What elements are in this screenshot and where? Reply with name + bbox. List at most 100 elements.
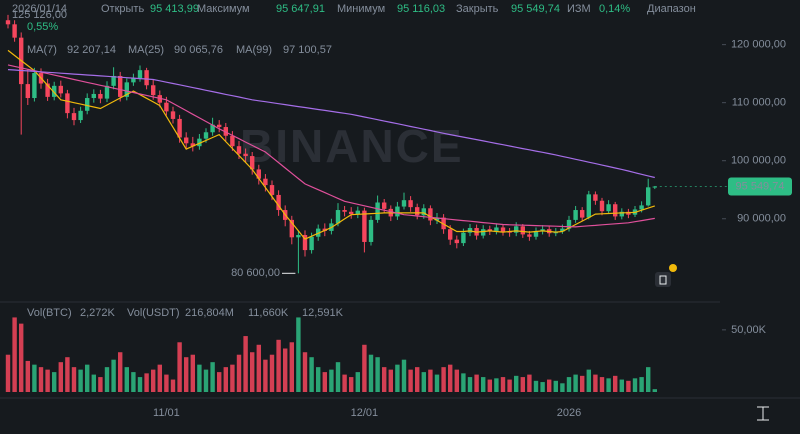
volume-bar	[19, 323, 24, 392]
volume-bar	[170, 379, 176, 392]
volume-bar	[197, 364, 202, 392]
volume-bar	[619, 379, 624, 392]
volume-bar	[593, 374, 598, 392]
volume-bar	[32, 364, 37, 392]
candle-body	[118, 75, 123, 97]
volume-bar	[157, 364, 162, 392]
candle-body	[335, 210, 341, 224]
candle-body	[434, 217, 440, 221]
candle-body	[217, 124, 222, 128]
candle-body	[104, 85, 110, 99]
volume-bar	[632, 378, 638, 392]
candle-body	[137, 70, 143, 79]
field-label: Максимум	[197, 3, 250, 15]
y-tick-label: 110 000,00	[732, 97, 786, 109]
candle-body	[613, 204, 618, 217]
candle-body	[646, 187, 651, 206]
volume-bar	[250, 352, 255, 392]
volume-bar	[223, 367, 228, 392]
candle-body	[250, 156, 255, 170]
volume-bar	[58, 362, 63, 392]
candle-body	[230, 135, 235, 147]
volume-bar	[118, 352, 123, 392]
legend-value: 90 065,76	[174, 44, 223, 56]
candle-body	[500, 227, 506, 232]
x-tick-label: 12/01	[351, 407, 379, 419]
volume-bar	[500, 377, 506, 392]
volume-bar	[276, 339, 281, 392]
candle-body	[151, 85, 156, 96]
volume-bar	[547, 379, 552, 392]
volume-bar	[401, 359, 407, 392]
volume-bar	[203, 369, 209, 392]
axis-toggle[interactable]	[757, 406, 769, 421]
field-label: Диапазон	[647, 3, 696, 15]
candle-body	[91, 93, 96, 99]
volume-bar	[533, 380, 539, 392]
volume-bar	[78, 369, 83, 392]
ma-line	[7, 64, 655, 228]
volume-bar	[428, 369, 433, 392]
candle-body	[32, 73, 37, 99]
volume-bar	[599, 377, 605, 392]
candle-body	[355, 210, 360, 215]
volume-bar	[5, 354, 11, 392]
volume-bar	[12, 317, 17, 392]
volume-bar	[230, 364, 235, 392]
volume-bar	[71, 367, 77, 392]
candle-body	[619, 211, 624, 217]
candle-body	[45, 83, 50, 97]
volume-bar	[481, 377, 486, 392]
candle-body	[177, 118, 182, 138]
candle-body	[190, 143, 195, 147]
candle-body	[85, 98, 90, 111]
volume-bar	[415, 367, 420, 392]
field-value: 0,55%	[27, 21, 58, 33]
candle-body	[263, 178, 268, 186]
volume-bar	[283, 348, 288, 392]
volume-bar	[85, 364, 90, 392]
volume-bar	[626, 380, 631, 392]
candle-body	[586, 194, 591, 218]
volume-bar	[38, 367, 44, 392]
volume-bar	[586, 369, 591, 392]
legend-value: 92 207,14	[67, 44, 116, 56]
candle-body	[309, 236, 314, 251]
volume-bar	[316, 367, 321, 392]
candle-body	[65, 93, 70, 114]
notes-icon[interactable]	[655, 264, 677, 287]
volume-bar	[520, 377, 525, 392]
legend-value: 2,272K	[80, 307, 116, 319]
volume-bar	[646, 367, 651, 392]
candle-body	[25, 84, 30, 99]
candle-body	[520, 226, 525, 235]
candle-body	[243, 153, 248, 157]
x-tick-label: 11/01	[153, 407, 180, 419]
candle-body	[514, 226, 519, 233]
y-tick-label: 90 000,00	[737, 213, 786, 225]
candle-body	[197, 138, 202, 147]
x-tick-label: 2026	[557, 407, 581, 419]
volume-bar	[137, 377, 143, 392]
volume-bar	[566, 377, 572, 392]
date: 2026/01/14	[12, 3, 67, 15]
volume-bar	[461, 373, 466, 392]
field-value: 95 413,99	[150, 3, 199, 15]
candle-body	[362, 210, 367, 242]
candle-body	[71, 113, 77, 121]
candle-body	[302, 234, 308, 251]
volume-bar	[98, 377, 103, 392]
volume-bar	[104, 367, 110, 392]
volume-bar	[613, 375, 618, 392]
candle-body	[494, 227, 499, 231]
volume-bar	[184, 357, 189, 392]
volume-bar	[243, 336, 248, 392]
candle-body	[395, 206, 400, 217]
candle-body	[144, 70, 149, 86]
candle-body	[599, 200, 605, 212]
legend-value: 12,591K	[302, 307, 344, 319]
volume-bar	[177, 342, 182, 392]
candle-body	[454, 239, 459, 244]
candle-body	[276, 194, 281, 211]
